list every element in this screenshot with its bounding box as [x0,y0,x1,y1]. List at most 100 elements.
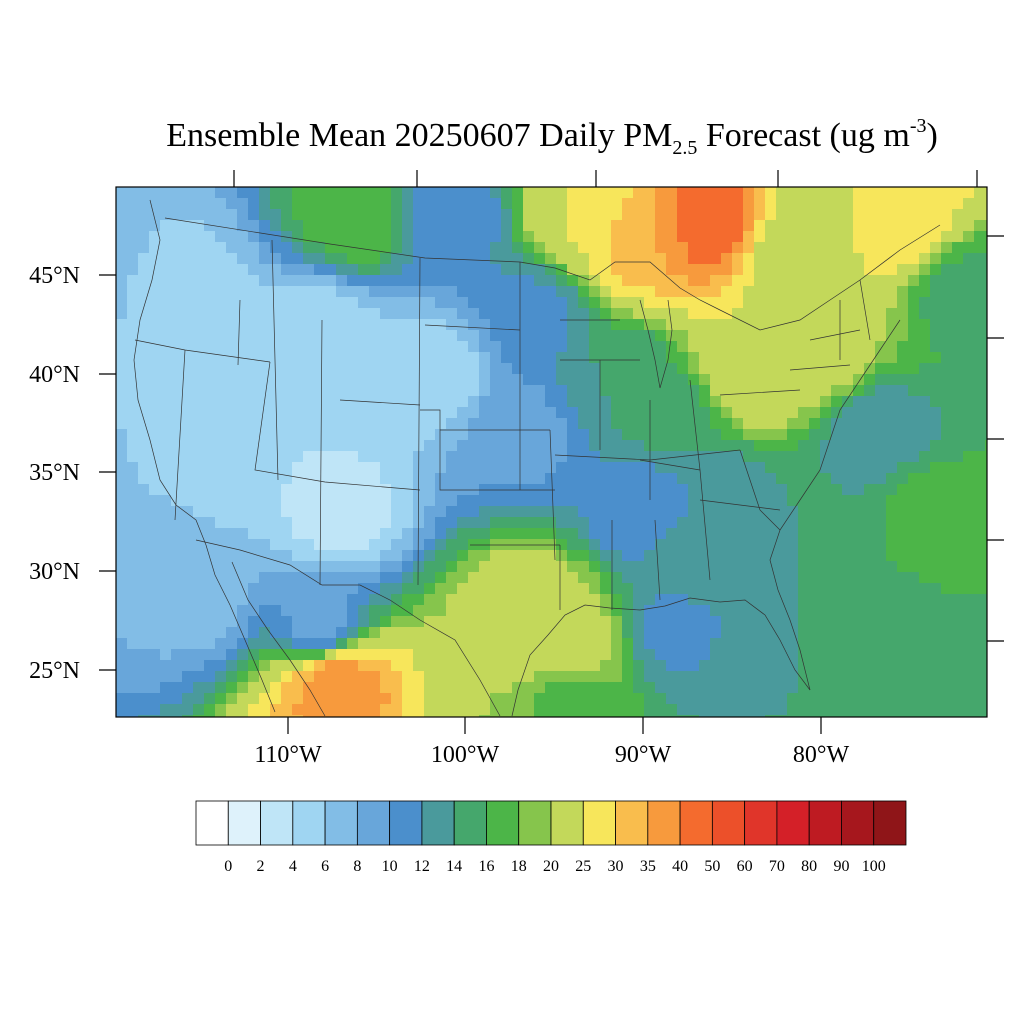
field-cell [875,660,887,672]
field-cell [644,627,656,639]
field-cell [259,616,271,628]
field-cell [721,341,733,353]
field-cell [402,561,414,573]
field-cell [886,506,898,518]
field-cell [567,429,579,441]
field-cell [787,495,799,507]
field-cell [116,352,128,364]
field-cell [743,352,755,364]
field-cell [215,506,227,518]
field-cell [270,572,282,584]
field-cell [820,517,832,529]
colorbar-label: 35 [640,858,656,875]
field-cell [644,605,656,617]
field-cell [303,715,315,717]
field-cell [721,253,733,265]
field-cell [479,264,491,276]
field-cell [611,330,623,342]
field-cell [160,231,172,243]
field-cell [193,242,205,254]
field-cell [336,649,348,661]
field-cell [149,671,161,683]
field-cell [776,330,788,342]
field-cell [930,264,942,276]
field-cell [457,594,469,606]
colorbar-box [292,800,326,846]
field-cell [314,682,326,694]
field-cell [930,528,942,540]
field-cell [655,407,667,419]
colorbar: 0 2 4 6 8 10 12 14 16 18 20 25 30 35 40 50 60 70 80 90 100 [195,800,907,875]
field-cell [908,341,920,353]
field-cell [435,198,447,210]
field-cell [974,638,986,650]
colorbar-box [808,800,842,846]
field-cell [699,352,711,364]
field-cell [215,473,227,485]
field-cell [160,341,172,353]
field-cell [215,264,227,276]
field-cell [919,539,931,551]
field-cell [600,693,612,705]
field-cell [842,649,854,661]
field-cell [941,341,953,353]
field-cell [633,462,645,474]
field-cell [479,550,491,562]
field-cell [963,242,975,254]
field-cell [985,187,987,199]
field-cell [721,473,733,485]
field-cell [831,517,843,529]
field-cell [138,440,150,452]
field-cell [589,495,601,507]
field-cell [622,473,634,485]
field-cell [666,682,678,694]
field-cell [160,660,172,672]
field-cell [138,209,150,221]
field-cell [512,429,524,441]
field-cell [886,649,898,661]
field-cell [710,264,722,276]
field-cell [710,242,722,254]
field-cell [556,594,568,606]
field-cell [435,594,447,606]
field-cell [292,473,304,485]
field-cell [479,616,491,628]
field-cell [732,550,744,562]
field-cell [336,319,348,331]
field-cell [633,638,645,650]
field-cell [985,319,987,331]
field-cell [710,715,722,717]
field-cell [908,275,920,287]
field-cell [424,209,436,221]
field-cell [589,308,601,320]
field-cell [171,286,183,298]
field-cell [556,297,568,309]
field-cell [501,297,513,309]
field-cell [633,440,645,452]
field-cell [754,671,766,683]
field-cell [270,198,282,210]
field-cell [281,374,293,386]
field-cell [468,660,480,672]
field-cell [809,341,821,353]
field-cell [226,627,238,639]
field-cell [380,682,392,694]
field-cell [611,363,623,375]
field-cell [380,517,392,529]
field-cell [633,572,645,584]
field-cell [721,319,733,331]
field-cell [600,539,612,551]
field-cell [809,275,821,287]
field-cell [633,495,645,507]
field-cell [237,418,249,430]
field-cell [468,352,480,364]
field-cell [116,385,128,397]
field-cell [743,682,755,694]
field-cell [127,561,139,573]
field-cell [952,374,964,386]
field-cell [468,473,480,485]
field-cell [853,429,865,441]
field-cell [292,352,304,364]
field-cell [215,275,227,287]
field-cell [974,682,986,694]
